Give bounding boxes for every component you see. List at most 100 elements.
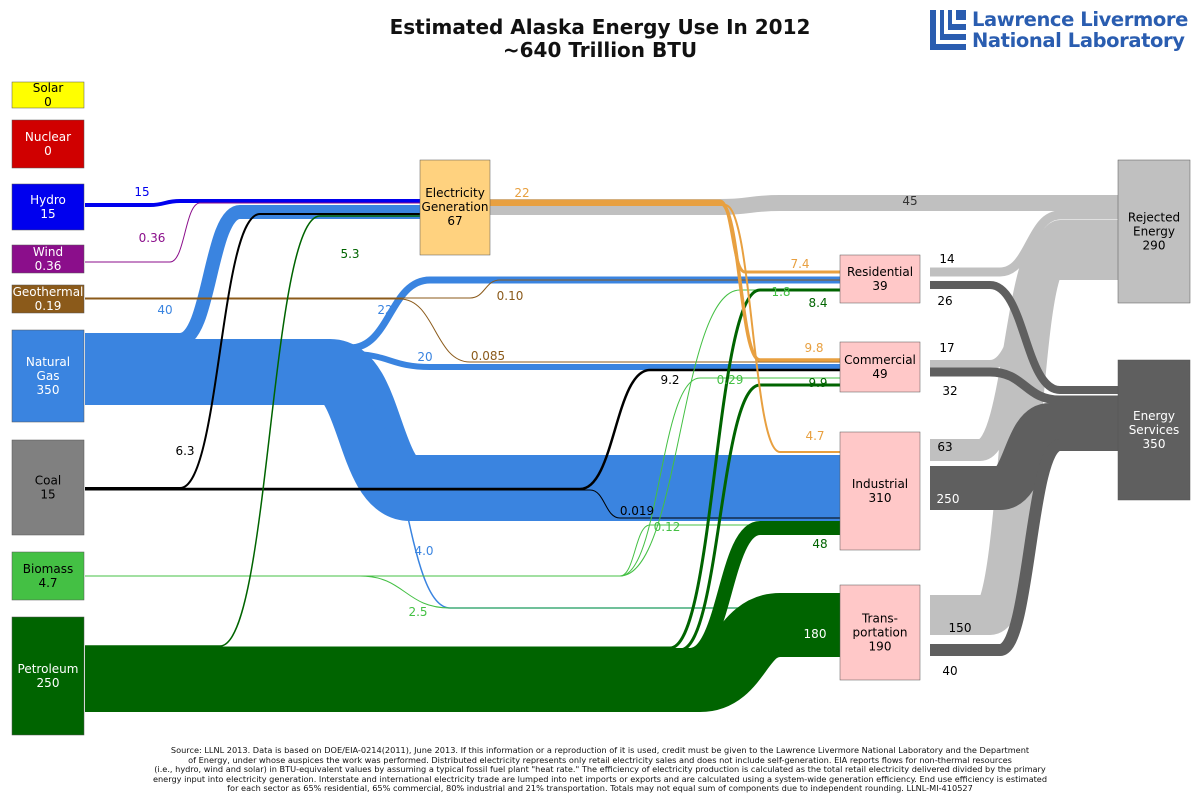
flow-res-services (930, 281, 1118, 394)
flow-coal-elec (85, 213, 420, 489)
flow-label-elec-res: 7.4 (790, 257, 809, 271)
flow-petro-trans (85, 593, 840, 712)
source-note-line: for each sector as 65% residential, 65% … (227, 783, 973, 794)
flow-label-gas-res: 22 (377, 303, 392, 317)
llnl-logo: Lawrence Livermore National Laboratory (930, 9, 1188, 52)
flow-geo-res (85, 279, 840, 299)
node-label: Petroleum (18, 662, 79, 676)
flow-bio-res (85, 289, 840, 577)
node-label: Hydro (30, 193, 66, 207)
source-note-line: of Energy, under whose auspices the work… (188, 754, 1012, 765)
diagram-title: Estimated Alaska Energy Use In 2012 ~640… (300, 16, 900, 62)
source-box-natural-gas (11, 329, 85, 423)
node-value: 0 (44, 95, 52, 109)
node-label: Gas (37, 369, 60, 383)
sector-box-transportation (839, 584, 921, 681)
electricity-generation-box (419, 159, 491, 256)
logo-line-2: National Laboratory (972, 29, 1185, 52)
node-label: Energy (1133, 225, 1175, 239)
flow-label-gas-elec: 40 (157, 303, 172, 317)
flow-label-petro-trans: 180 (804, 627, 827, 641)
node-label: Industrial (852, 477, 908, 491)
node-label: Electricity (425, 186, 485, 200)
node-label: Coal (35, 474, 61, 488)
node-label: Generation (422, 200, 489, 214)
node-label: Natural (26, 355, 70, 369)
flow-wind-elec (85, 202, 420, 263)
flow-label-petro-ind: 48 (812, 537, 827, 551)
node-label: Solar (33, 81, 64, 95)
llnl-logo-mark-icon (930, 10, 966, 50)
flow-label-petro-com: 9.9 (808, 376, 827, 390)
source-box-wind (11, 244, 85, 274)
sector-box-commercial (839, 341, 921, 393)
node-value: 350 (1143, 437, 1166, 451)
node-label: Biomass (23, 562, 73, 576)
node-value: 49 (872, 367, 887, 381)
node-value: 67 (447, 214, 462, 228)
flow-label-bio-trans: 2.5 (408, 605, 427, 619)
flow-elec-rejected (490, 195, 1118, 215)
node-value: 0.19 (35, 299, 62, 313)
node-value: 350 (37, 383, 60, 397)
logo-line-1: Lawrence Livermore (972, 8, 1188, 31)
flow-petro-elec (85, 215, 420, 647)
flow-label-wind-elec: 0.36 (139, 231, 166, 245)
title-line-2: ~640 Trillion BTU (502, 38, 698, 62)
flow-label-gas-trans: 4.0 (414, 544, 433, 558)
source-box-solar (11, 81, 85, 109)
flow-label-coal-elec: 6.3 (175, 444, 194, 458)
sector-box-industrial (839, 431, 921, 551)
flow-label-ind-services: 250 (937, 492, 960, 506)
node-label: portation (853, 626, 908, 640)
output-box-services (1117, 359, 1191, 501)
node-label: Geothermal (13, 285, 84, 299)
flow-coal-com (85, 368, 840, 491)
flow-gas-ind (85, 339, 840, 521)
flow-label-petro-res: 8.4 (808, 296, 827, 310)
node-label: Energy (1133, 409, 1175, 423)
node-value: 15 (40, 207, 55, 221)
node-label: Wind (33, 245, 63, 259)
flow-gas-trans (85, 399, 840, 609)
node-value: 15 (40, 488, 55, 502)
source-box-biomass (11, 551, 85, 601)
flow-bio-com (85, 377, 840, 577)
flow-label-com-services: 32 (942, 384, 957, 398)
node-label: Nuclear (25, 130, 71, 144)
flow-label-coal-ind: 0.019 (620, 504, 654, 518)
source-box-coal (11, 439, 85, 536)
source-box-petroleum (11, 616, 85, 736)
flow-label-elec-out: 22 (514, 186, 529, 200)
sector-box-residential (839, 254, 921, 304)
flow-label-hydro-elec: 15 (134, 185, 149, 199)
flow-label-elec-ind: 4.7 (805, 429, 824, 443)
flow-bio-trans (85, 575, 840, 609)
flow-trans-services (930, 439, 1118, 656)
flow-com-services (930, 367, 1118, 405)
flow-gas-elec (85, 205, 420, 347)
flow-petro-res (85, 288, 840, 650)
flow-elec-ind (490, 204, 840, 453)
source-note: Source: LLNL 2013. Data is based on DOE/… (120, 745, 1080, 794)
source-box-hydro (11, 183, 85, 231)
source-note-line: energy input into electricity generation… (152, 773, 1048, 784)
flow-label-trans-services: 40 (942, 664, 957, 678)
source-box-geothermal (11, 284, 85, 314)
node-value: 290 (1143, 239, 1166, 253)
flow-petro-com (85, 383, 840, 652)
node-value: 0 (44, 144, 52, 158)
flow-label-bio-com: 0.29 (717, 373, 744, 387)
title-line-1: Estimated Alaska Energy Use In 2012 (389, 15, 811, 39)
node-value: 4.7 (38, 576, 57, 590)
flow-label-elec-rejected: 45 (902, 194, 917, 208)
flow-label-res-rejected: 14 (939, 252, 954, 266)
flow-label-bio-res: 1.8 (771, 285, 790, 299)
node-label: Commercial (844, 353, 916, 367)
flow-label-geo-res: 0.10 (497, 289, 524, 303)
node-value: 190 (869, 640, 892, 654)
flow-bio-ind (85, 524, 840, 577)
node-label: Trans- (861, 612, 898, 626)
